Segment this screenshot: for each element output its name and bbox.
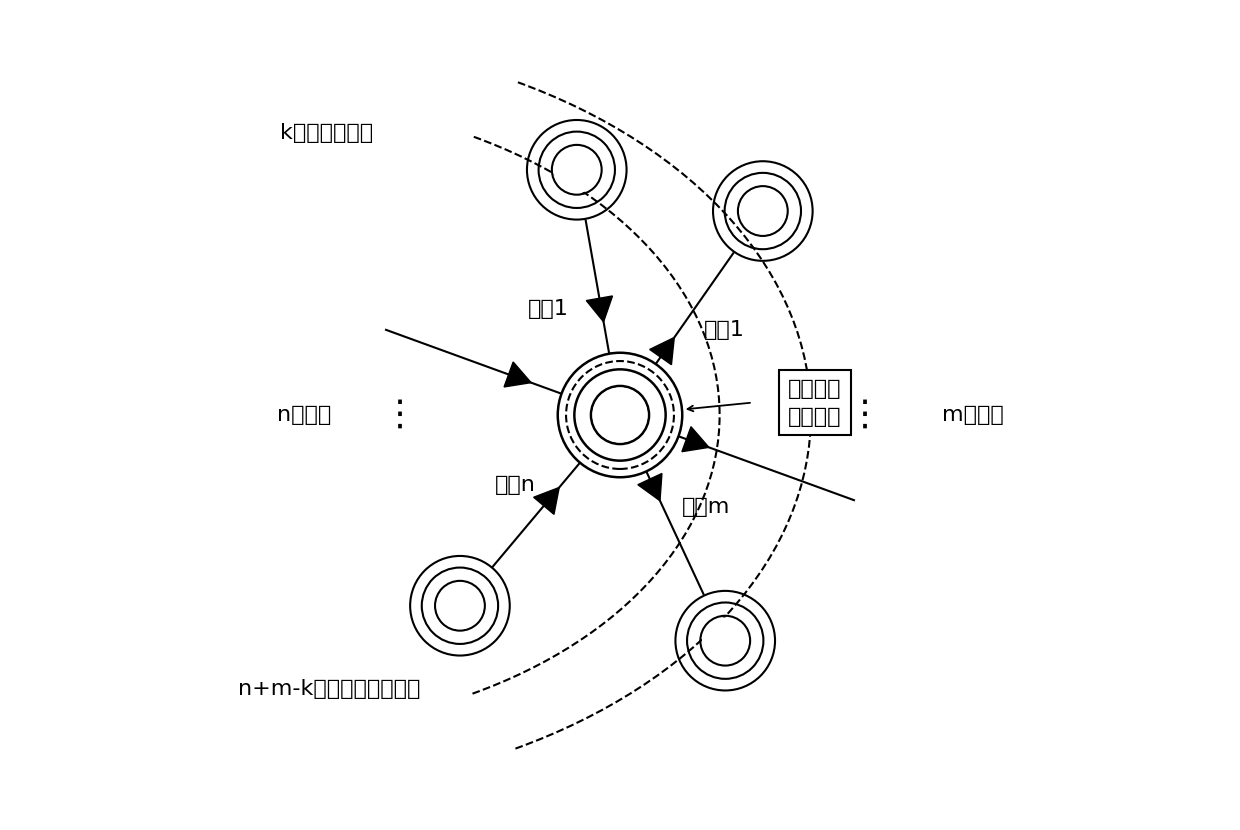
Text: n+m-k条：不能可靠启动: n+m-k条：不能可靠启动 — [238, 679, 420, 699]
Polygon shape — [650, 338, 675, 364]
Circle shape — [553, 147, 600, 193]
Text: 进线1: 进线1 — [528, 299, 569, 319]
Text: 出线m: 出线m — [682, 497, 730, 517]
Text: 短路电流
超标节点: 短路电流 超标节点 — [789, 378, 842, 427]
Polygon shape — [533, 487, 559, 515]
Text: k条：可靠启动: k条：可靠启动 — [280, 123, 373, 143]
Text: ⋮: ⋮ — [382, 398, 418, 432]
Text: n条进线: n条进线 — [278, 405, 332, 425]
Polygon shape — [587, 296, 613, 322]
Text: 出线1: 出线1 — [704, 320, 745, 339]
Text: 进线n: 进线n — [495, 476, 536, 496]
Circle shape — [593, 388, 647, 442]
Circle shape — [436, 583, 484, 629]
Text: m条出线: m条出线 — [942, 405, 1003, 425]
Text: ⋮: ⋮ — [847, 398, 883, 432]
Circle shape — [702, 618, 749, 664]
Polygon shape — [505, 362, 531, 387]
Polygon shape — [682, 427, 709, 452]
Circle shape — [739, 188, 786, 234]
Polygon shape — [637, 473, 662, 500]
